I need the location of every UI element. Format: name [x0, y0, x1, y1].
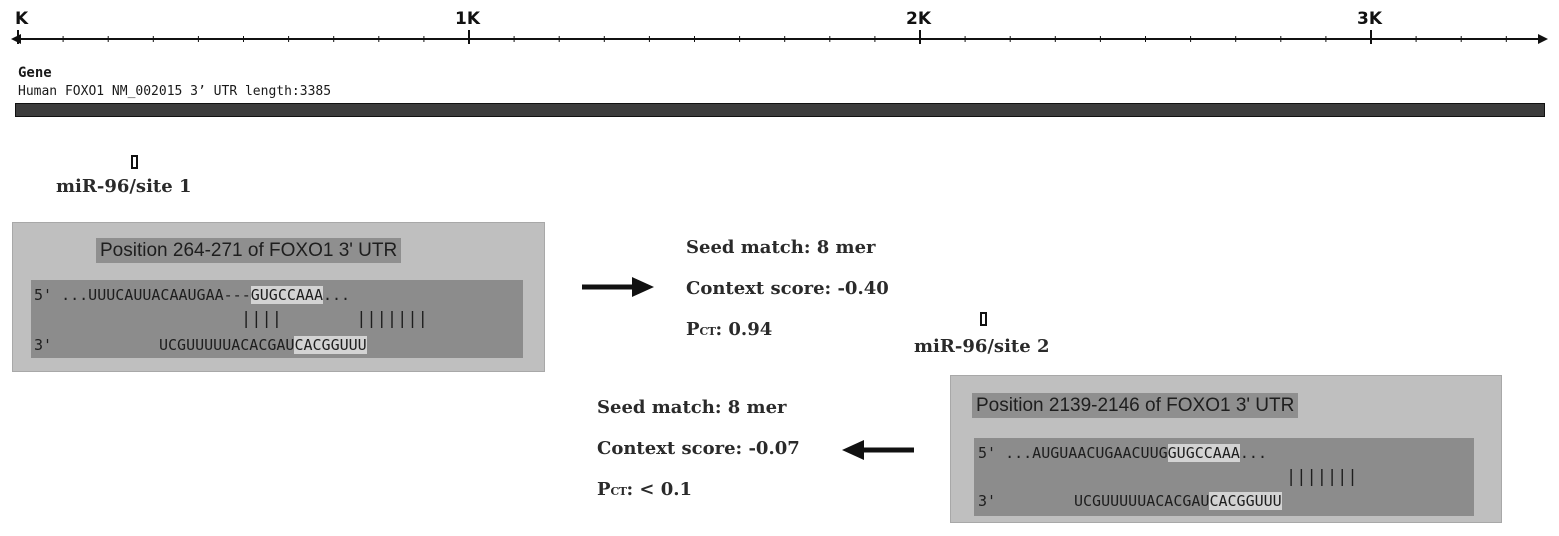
site1-label: miR-96/site 1 [56, 176, 192, 197]
site2-pairing-seed: ||||||| [1286, 467, 1358, 487]
site1-pct-label: P [686, 319, 700, 340]
ruler-minor-ticks [62, 36, 1507, 42]
site2-pct-label: P [597, 479, 611, 500]
site2-pct: PCT: < 0.1 [597, 479, 692, 500]
site1-pct: PCT: 0.94 [686, 319, 772, 340]
site2-pct-value: : < 0.1 [626, 479, 693, 500]
site1-pairing-3p: |||| [241, 309, 293, 329]
ruler-axis [11, 30, 1548, 44]
site1-pct-value: : 0.94 [715, 319, 773, 340]
ruler-major-ticks [17, 30, 1372, 44]
site2-mirna-seed: CACGGUUU [1209, 492, 1282, 510]
site2-mirna-row: UCGUUUUUACACGAUCACGGUUU [1074, 492, 1282, 510]
site2-alignment-panel: Position 2139-2146 of FOXO1 3' UTR 5' ..… [950, 375, 1502, 523]
site2-label: miR-96/site 2 [914, 336, 1050, 357]
site1-mirna-prefix: 3' [34, 336, 53, 354]
site2-mirna-prefix: 3' [978, 492, 997, 510]
ruler-left-arrow [11, 34, 21, 44]
site1-utr-suffix: ... [323, 286, 351, 304]
site1-alignment-panel: Position 264-271 of FOXO1 3' UTR 5' ...U… [12, 222, 545, 372]
site1-mirna-seq: UCGUUUUUACACGAU [159, 336, 295, 354]
site1-utr-seed: GUGCCAAA [250, 286, 323, 304]
site2-utr-prefix: 5' [978, 444, 997, 462]
ruler-right-arrow [1538, 34, 1548, 44]
arrow-right-icon [582, 277, 654, 297]
site1-marker [131, 155, 138, 169]
ruler-label-3k: 3K [1357, 9, 1383, 29]
utr-bar [15, 103, 1545, 117]
site1-pairing-row: |||| ||||||| [241, 309, 428, 329]
site2-sequence-box: 5' ...AUGUAACUGAACUUGGUGCCAAA... |||||||… [974, 438, 1474, 516]
site2-utr-seq: ...AUGUAACUGAACUUG [996, 444, 1168, 462]
site2-utr-suffix: ... [1239, 444, 1267, 462]
site1-utr-prefix: 5' [34, 286, 53, 304]
site1-pct-sub: CT [699, 325, 716, 338]
site2-utr-seed: GUGCCAAA [1167, 444, 1240, 462]
site2-panel-title: Position 2139-2146 of FOXO1 3' UTR [972, 393, 1299, 418]
gene-header: Gene [18, 65, 52, 81]
site2-utr-row: 5' ...AUGUAACUGAACUUGGUGCCAAA... [978, 444, 1267, 462]
site2-marker [980, 312, 987, 326]
site1-mirna-row: UCGUUUUUACACGAUCACGGUUU [159, 336, 367, 354]
ruler-label-1k: 1K [455, 9, 481, 29]
site1-context-score: Context score: -0.40 [686, 278, 889, 299]
site1-sequence-box: 5' ...UUUCAUUACAAUGAA---GUGCCAAA... ||||… [31, 280, 523, 358]
arrow-left-icon [842, 440, 914, 460]
site2-pct-sub: CT [610, 485, 627, 498]
site1-utr-seq: ...UUUCAUUACAAUGAA--- [52, 286, 251, 304]
site1-utr-row: 5' ...UUUCAUUACAAUGAA---GUGCCAAA... [34, 286, 351, 304]
site1-panel-title: Position 264-271 of FOXO1 3' UTR [96, 238, 402, 263]
gene-description: Human FOXO1 NM_002015 3’ UTR length:3385 [18, 84, 332, 99]
site2-context-score: Context score: -0.07 [597, 438, 800, 459]
site1-pairing-seed: ||||||| [356, 309, 428, 329]
site1-mirna-seed: CACGGUUU [294, 336, 367, 354]
ruler-label-k: K [15, 9, 29, 29]
site2-mirna-seq: UCGUUUUUACACGAU [1074, 492, 1210, 510]
site2-seed-match: Seed match: 8 mer [597, 397, 787, 418]
site1-seed-match: Seed match: 8 mer [686, 237, 876, 258]
ruler-label-2k: 2K [906, 9, 932, 29]
